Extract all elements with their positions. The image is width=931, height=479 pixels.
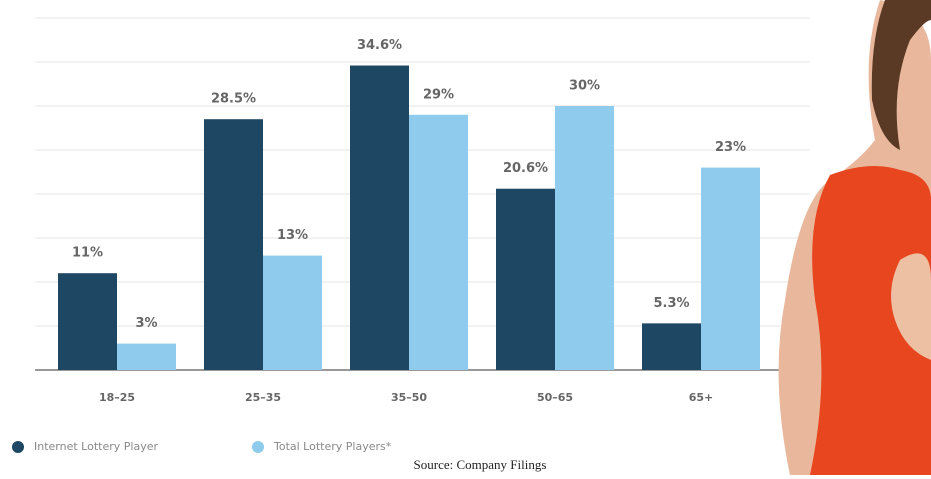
bar: [642, 323, 701, 370]
value-label: 11%: [72, 246, 103, 261]
x-tick-label: 25–35: [245, 391, 281, 404]
value-label: 34.6%: [357, 38, 402, 53]
bar: [58, 273, 117, 370]
legend-marker: [252, 441, 264, 453]
bar: [350, 65, 409, 371]
value-label: 30%: [569, 79, 600, 94]
bar: [263, 255, 322, 370]
x-tick-label: 50–65: [537, 391, 573, 404]
value-label: 20.6%: [503, 161, 548, 176]
legend-label: Total Lottery Players*: [273, 440, 392, 453]
bar: [555, 106, 614, 370]
value-label: 28.5%: [211, 92, 256, 107]
value-label: 23%: [715, 140, 746, 155]
source-note: Source: Company Filings: [414, 457, 547, 472]
bar: [204, 119, 263, 370]
bar: [409, 114, 468, 370]
bar: [496, 188, 555, 370]
x-tick-label: 35–50: [391, 391, 427, 404]
x-tick-label: 18–25: [99, 391, 135, 404]
value-label: 5.3%: [653, 296, 689, 311]
bar: [117, 343, 176, 370]
value-label: 3%: [135, 316, 157, 331]
x-tick-label: 65+: [689, 391, 714, 404]
legend-label: Internet Lottery Player: [34, 440, 158, 453]
decorative-woman: [778, 0, 931, 475]
value-label: 13%: [277, 228, 308, 243]
value-label: 29%: [423, 87, 454, 102]
bar: [701, 167, 760, 370]
legend-marker: [12, 441, 24, 453]
